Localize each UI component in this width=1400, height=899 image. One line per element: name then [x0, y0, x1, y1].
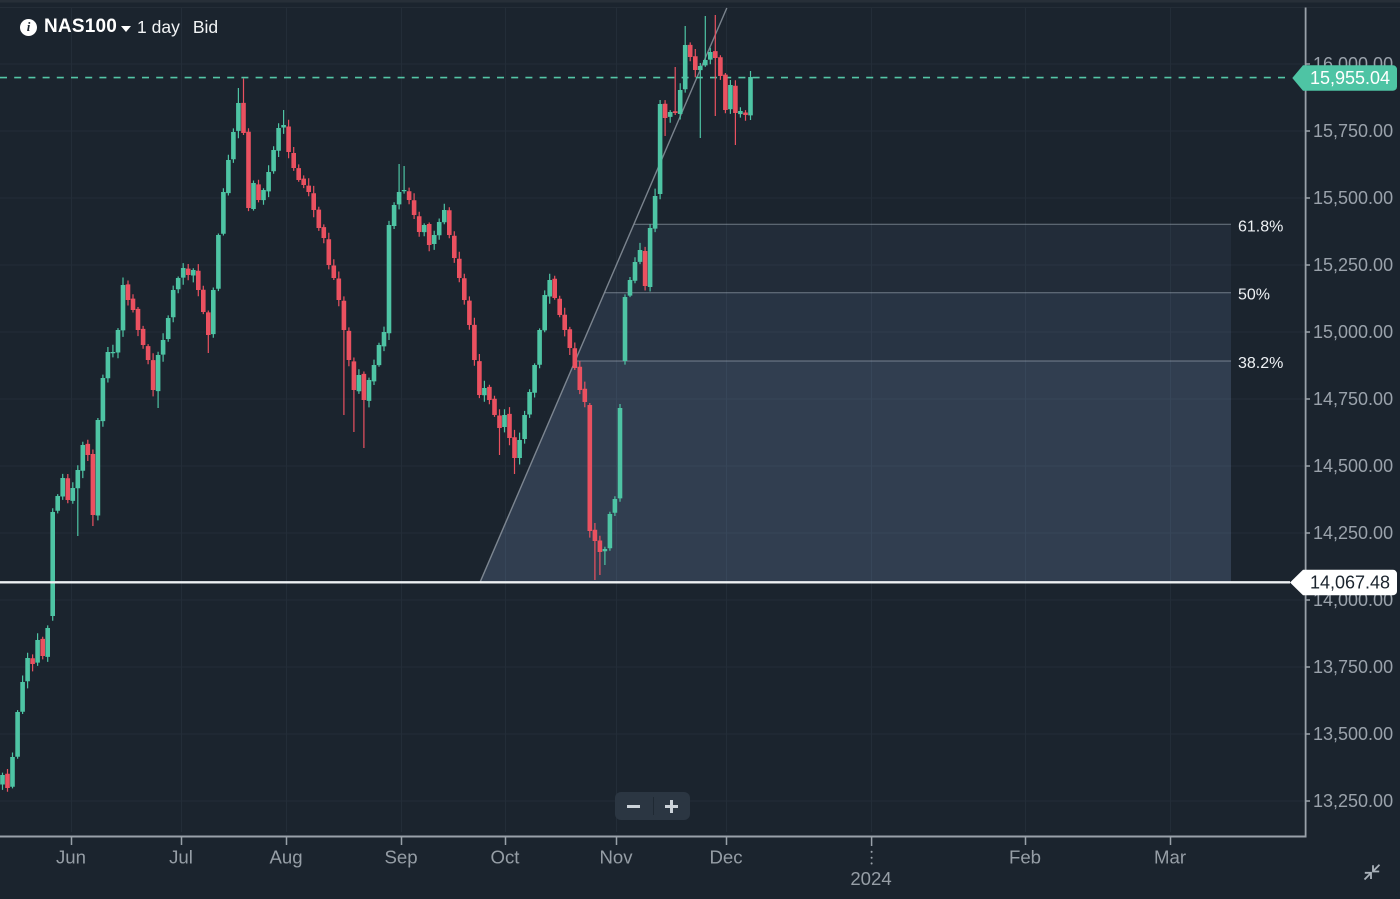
svg-text:15,000.00: 15,000.00 [1313, 322, 1393, 342]
svg-text:2024: 2024 [850, 868, 891, 889]
svg-text:Dec: Dec [709, 847, 742, 868]
svg-text:13,500.00: 13,500.00 [1313, 724, 1393, 744]
svg-text:Oct: Oct [491, 847, 521, 868]
svg-text:Mar: Mar [1154, 847, 1186, 868]
svg-text:14,750.00: 14,750.00 [1313, 389, 1393, 409]
svg-text:13,750.00: 13,750.00 [1313, 657, 1393, 677]
svg-text:15,250.00: 15,250.00 [1313, 255, 1393, 275]
svg-text:15,500.00: 15,500.00 [1313, 188, 1393, 208]
svg-text:38.2%: 38.2% [1238, 355, 1283, 372]
svg-text:Aug: Aug [269, 847, 302, 868]
svg-text:14,067.48: 14,067.48 [1310, 573, 1390, 593]
svg-text:15,955.04: 15,955.04 [1310, 68, 1390, 88]
svg-text:Nov: Nov [599, 847, 633, 868]
svg-text:Sep: Sep [384, 847, 417, 868]
svg-text:50%: 50% [1238, 287, 1270, 304]
svg-text:14,500.00: 14,500.00 [1313, 456, 1393, 476]
svg-text:14,250.00: 14,250.00 [1313, 523, 1393, 543]
svg-text:15,750.00: 15,750.00 [1313, 121, 1393, 141]
svg-text:61.8%: 61.8% [1238, 218, 1283, 235]
svg-text:13,250.00: 13,250.00 [1313, 791, 1393, 811]
svg-text:Jul: Jul [169, 847, 193, 868]
svg-text:Feb: Feb [1009, 847, 1041, 868]
svg-text:Jun: Jun [56, 847, 86, 868]
